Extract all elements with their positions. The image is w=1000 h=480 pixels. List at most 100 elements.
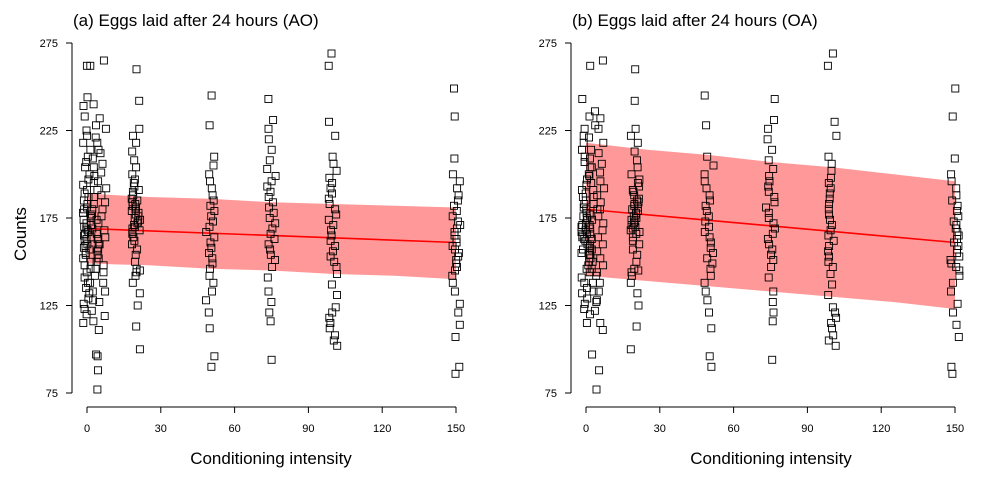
data-point bbox=[580, 124, 589, 133]
data-point bbox=[133, 245, 142, 254]
data-point bbox=[88, 210, 96, 219]
y-tick-label: 175 bbox=[539, 213, 557, 225]
data-point bbox=[626, 131, 635, 140]
data-point bbox=[950, 154, 959, 163]
data-point bbox=[91, 264, 100, 273]
x-axis-label: Conditioning intensity bbox=[690, 449, 852, 468]
data-point bbox=[824, 257, 833, 266]
data-point bbox=[706, 243, 715, 252]
data-point bbox=[586, 154, 594, 163]
data-point bbox=[586, 224, 595, 233]
data-point bbox=[763, 235, 772, 243]
data-point bbox=[952, 320, 961, 329]
data-point bbox=[327, 226, 335, 235]
data-point bbox=[94, 245, 103, 254]
data-point bbox=[701, 201, 710, 210]
data-point bbox=[594, 212, 603, 221]
data-point bbox=[205, 121, 214, 130]
data-point bbox=[83, 93, 92, 102]
data-point bbox=[451, 266, 459, 275]
panel-title: (b) Eggs laid after 24 hours (OA) bbox=[572, 11, 818, 30]
data-point bbox=[205, 170, 214, 179]
data-point bbox=[706, 196, 714, 205]
data-point bbox=[327, 49, 336, 58]
data-point bbox=[267, 298, 276, 306]
data-point bbox=[209, 161, 218, 170]
data-point bbox=[826, 226, 835, 235]
data-point bbox=[831, 341, 840, 350]
data-point bbox=[768, 298, 777, 306]
x-tick-label: 30 bbox=[155, 423, 167, 435]
x-tick-label: 120 bbox=[373, 423, 391, 435]
data-point bbox=[824, 231, 833, 240]
data-point bbox=[580, 278, 589, 287]
data-point bbox=[324, 194, 333, 203]
data-point bbox=[632, 322, 641, 331]
data-point bbox=[769, 287, 778, 296]
data-point bbox=[206, 177, 214, 186]
data-point bbox=[204, 308, 213, 317]
axes-layer: 0 30 60 90 120 150 75 125 175 225 275 bbox=[40, 38, 466, 435]
data-point bbox=[332, 210, 341, 219]
data-point bbox=[706, 271, 715, 280]
data-point bbox=[101, 287, 110, 296]
data-points-layer bbox=[79, 49, 465, 394]
data-point bbox=[586, 229, 595, 238]
data-point bbox=[94, 366, 102, 375]
data-point bbox=[207, 212, 216, 221]
data-point bbox=[598, 56, 607, 65]
data-point bbox=[586, 61, 595, 70]
data-point bbox=[587, 163, 596, 172]
x-tick-label: 150 bbox=[447, 423, 465, 435]
data-point bbox=[83, 131, 92, 140]
x-tick-label: 30 bbox=[654, 423, 666, 435]
data-point bbox=[578, 95, 587, 103]
data-point bbox=[95, 114, 104, 123]
y-tick-label: 275 bbox=[40, 38, 58, 50]
data-point bbox=[329, 159, 338, 168]
y-tick-label: 225 bbox=[539, 126, 557, 138]
y-tick-label: 175 bbox=[40, 213, 58, 225]
data-point bbox=[455, 299, 464, 308]
data-point bbox=[626, 278, 635, 287]
data-point bbox=[97, 168, 106, 177]
data-point bbox=[579, 203, 588, 212]
data-point bbox=[577, 249, 586, 257]
data-point bbox=[947, 362, 956, 371]
data-point bbox=[332, 166, 341, 175]
data-point bbox=[824, 179, 833, 187]
data-point bbox=[325, 173, 334, 182]
data-point bbox=[450, 154, 459, 163]
data-point bbox=[134, 186, 143, 194]
data-point bbox=[79, 319, 88, 327]
data-point bbox=[702, 207, 711, 215]
data-point bbox=[709, 161, 718, 170]
data-point bbox=[949, 308, 957, 317]
data-point bbox=[592, 296, 601, 305]
data-point bbox=[579, 131, 588, 140]
data-point bbox=[95, 298, 104, 306]
x-tick-label: 60 bbox=[228, 423, 240, 435]
data-point bbox=[587, 245, 596, 254]
y-tick-label: 75 bbox=[545, 388, 557, 400]
data-point bbox=[206, 238, 215, 247]
data-point bbox=[826, 173, 835, 182]
data-point bbox=[592, 298, 601, 306]
data-point bbox=[587, 145, 596, 154]
data-point bbox=[86, 61, 95, 70]
data-point bbox=[585, 210, 594, 219]
data-point bbox=[91, 133, 100, 142]
data-point bbox=[99, 56, 108, 65]
y-tick-label: 125 bbox=[539, 301, 557, 313]
data-point bbox=[596, 114, 605, 123]
data-point bbox=[829, 236, 838, 245]
data-point bbox=[83, 152, 92, 161]
data-point bbox=[588, 350, 597, 359]
data-point bbox=[633, 289, 642, 298]
data-point bbox=[587, 235, 596, 243]
data-point bbox=[129, 131, 137, 140]
data-point bbox=[634, 301, 643, 310]
data-point bbox=[589, 287, 598, 296]
data-point bbox=[93, 235, 102, 243]
data-point bbox=[598, 240, 607, 249]
